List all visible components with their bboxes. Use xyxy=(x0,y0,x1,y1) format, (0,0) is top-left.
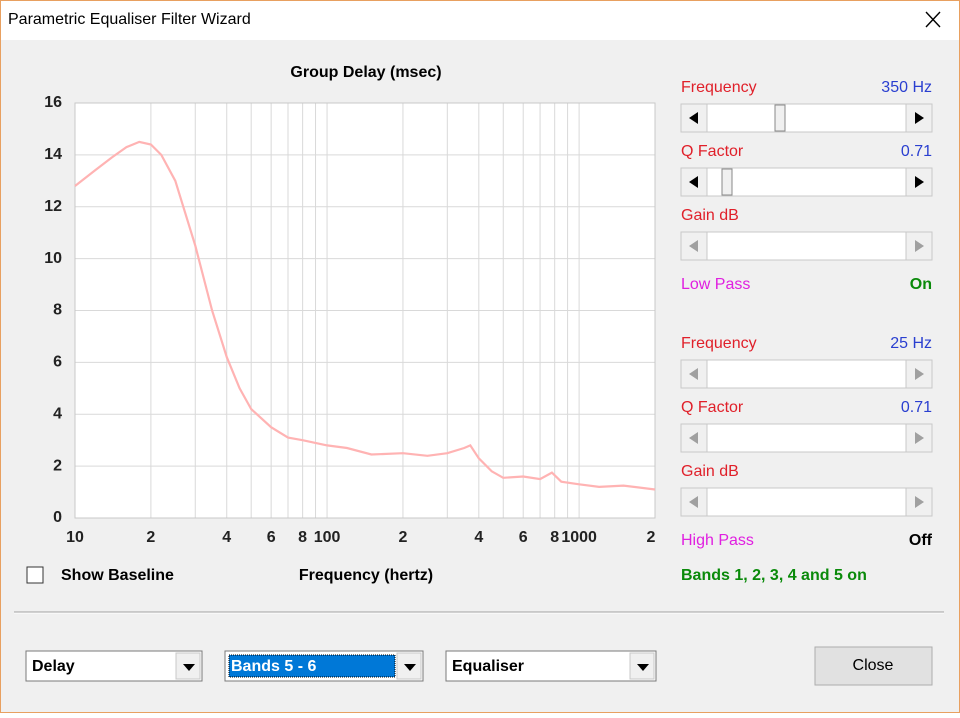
x-tick-label: 4 xyxy=(222,529,231,546)
dropdown-selection xyxy=(228,654,396,678)
dropdown[interactable]: Equaliser xyxy=(445,650,657,682)
data-line xyxy=(74,140,656,491)
frequency-value: 25 Hz xyxy=(890,335,932,352)
q-label: Q Factor xyxy=(681,143,744,160)
title-bar xyxy=(0,0,960,40)
y-tick-label: 4 xyxy=(53,405,62,422)
dropdown-value[interactable]: Equaliser xyxy=(452,658,524,675)
x-tick-label: 2 xyxy=(398,529,407,546)
x-tick-label: 10 xyxy=(66,529,84,546)
dropdown[interactable]: Delay xyxy=(25,650,203,682)
window-title: Parametric Equaliser Filter Wizard xyxy=(8,11,251,28)
slider xyxy=(680,359,933,389)
y-tick-label: 14 xyxy=(44,146,62,163)
close-button-label[interactable]: Close xyxy=(853,657,894,674)
status: Bands 1, 2, 3, 4 and 5 on xyxy=(681,567,867,584)
y-tick-label: 16 xyxy=(44,94,62,111)
dropdown-value[interactable]: Delay xyxy=(32,658,75,675)
q-value: 0.71 xyxy=(901,399,932,416)
arrow-left xyxy=(689,112,698,124)
y-tick-label: 10 xyxy=(44,250,62,267)
x-tick-label: 1000 xyxy=(561,529,597,546)
dropdown-arrow xyxy=(183,664,195,671)
dropdown-value[interactable]: Bands 5 - 6 xyxy=(231,658,316,675)
slider-left-button xyxy=(680,423,708,453)
arrow-right xyxy=(915,240,924,252)
gain-label: Gain dB xyxy=(681,207,739,224)
slider-thumb[interactable] xyxy=(774,104,786,132)
dropdown[interactable]: Bands 5 - 6 xyxy=(224,650,424,682)
slider xyxy=(680,487,933,517)
slider-track xyxy=(680,359,933,389)
slider xyxy=(680,231,933,261)
slider-right-button xyxy=(905,423,933,453)
x-tick-label: 2 xyxy=(647,529,656,546)
x-tick-label: 2 xyxy=(146,529,155,546)
x-tick-label: 100 xyxy=(314,529,341,546)
filter-panel: Frequency 350 Hz Q Factor 0.71 Gain dB Low Pa… xyxy=(680,79,933,549)
y-tick-label: 0 xyxy=(53,509,62,526)
pass-state: Off xyxy=(909,532,933,549)
plot-frame xyxy=(74,102,656,519)
arrow-left xyxy=(689,368,698,380)
dropdown-box[interactable] xyxy=(445,650,657,682)
pass-state: On xyxy=(910,276,932,293)
arrow-right xyxy=(915,112,924,124)
slider-track xyxy=(680,231,933,261)
arrow-right xyxy=(915,176,924,188)
arrow-left xyxy=(689,496,698,508)
dropdowns: Delay Bands 5 - 6 Equaliser xyxy=(25,650,657,682)
dropdown-arrow xyxy=(637,664,649,671)
pass-label: High Pass xyxy=(681,532,754,549)
slider-track[interactable] xyxy=(680,167,933,197)
y-tick-label: 8 xyxy=(53,302,62,319)
dropdown-box[interactable] xyxy=(25,650,203,682)
arrow-left xyxy=(689,432,698,444)
frequency-value: 350 Hz xyxy=(881,79,932,96)
checkbox-label[interactable]: Show Baseline xyxy=(61,567,174,584)
x-tick-label: 8 xyxy=(550,529,559,546)
y-tick-label: 6 xyxy=(53,354,62,371)
x-axis-label: Frequency (hertz) xyxy=(299,567,433,584)
slider-track xyxy=(680,487,933,517)
y-tick-label: 2 xyxy=(53,457,62,474)
slider-track xyxy=(680,423,933,453)
q-value: 0.71 xyxy=(901,143,932,160)
x-tick-label: 6 xyxy=(267,529,276,546)
arrow-left xyxy=(689,176,698,188)
gain-label: Gain dB xyxy=(681,463,739,480)
close-x[interactable] xyxy=(925,11,941,28)
frequency-label: Frequency xyxy=(681,335,757,352)
y-tick-label: 12 xyxy=(44,198,62,215)
pass-label: Low Pass xyxy=(681,276,750,293)
x-tick-label: 6 xyxy=(519,529,528,546)
close-button[interactable] xyxy=(814,646,933,686)
arrow-right xyxy=(915,432,924,444)
checkbox[interactable] xyxy=(26,566,44,584)
arrow-right xyxy=(915,496,924,508)
dropdown-arrow xyxy=(404,664,416,671)
chart-title: Group Delay (msec) xyxy=(290,64,441,81)
arrow-left xyxy=(689,240,698,252)
q-label: Q Factor xyxy=(681,399,744,416)
slider xyxy=(680,423,933,453)
slider[interactable] xyxy=(680,103,933,133)
slider-thumb[interactable] xyxy=(721,168,733,196)
arrow-right xyxy=(915,368,924,380)
slider-track[interactable] xyxy=(680,103,933,133)
slider[interactable] xyxy=(680,167,933,197)
x-tick-label: 8 xyxy=(298,529,307,546)
frequency-label: Frequency xyxy=(681,79,757,96)
x-tick-label: 4 xyxy=(474,529,483,546)
